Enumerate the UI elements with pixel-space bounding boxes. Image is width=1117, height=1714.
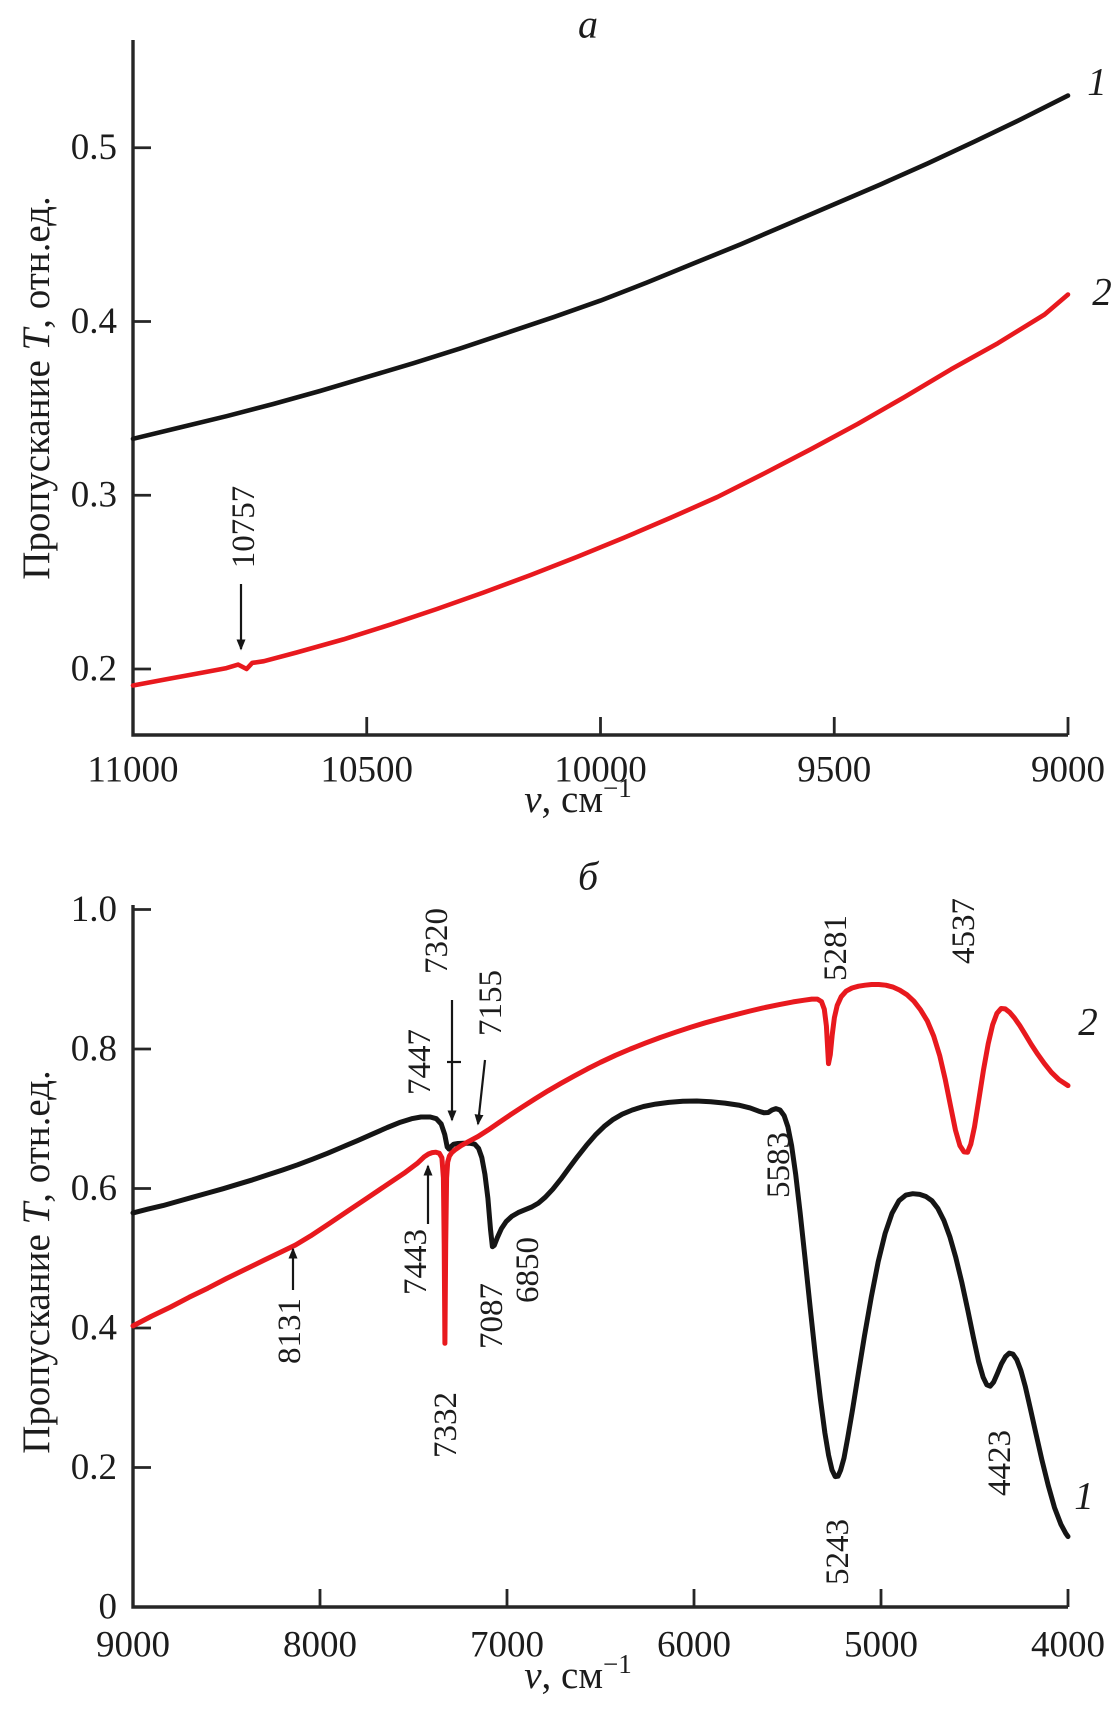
curve-1 xyxy=(130,1098,1071,1540)
panel-b: 0 0.2 0.4 0.6 0.8 1.0 9000 8000 7000 6000 5000 4000… xyxy=(15,854,1106,1698)
annotation-7332: 7332 xyxy=(428,1392,464,1458)
x-tick-label: 5000 xyxy=(844,1625,918,1666)
y-tick-label: 0.2 xyxy=(71,1447,117,1488)
curve-label-2: 2 xyxy=(1092,271,1112,314)
annotation-4537: 4537 xyxy=(946,898,982,964)
panel-title-b: б xyxy=(578,854,600,899)
x-tick-label: 6000 xyxy=(657,1625,731,1666)
curve-2 xyxy=(130,982,1071,1346)
y-tick-label: 0.5 xyxy=(71,127,117,168)
annotation-7447: 7447 xyxy=(402,1029,438,1095)
annotation-arrow xyxy=(474,1059,487,1126)
x-tick-label: 8000 xyxy=(283,1625,357,1666)
x-axis-label: ν, см−1 xyxy=(524,773,632,821)
y-tick-label: 0.4 xyxy=(71,1307,117,1348)
curve-label-2: 2 xyxy=(1078,1001,1098,1044)
axes-lines xyxy=(131,40,1068,737)
curve-label-1: 1 xyxy=(1074,1475,1094,1518)
annotation-5583: 5583 xyxy=(761,1132,797,1198)
y-axis-label: Пропускание T, отн.ед. xyxy=(15,196,58,580)
y-axis-label: Пропускание T, отн.ед. xyxy=(15,1070,58,1454)
annotation-8131: 8131 xyxy=(272,1298,308,1364)
curve-2 xyxy=(130,292,1071,688)
y-tick-label: 0 xyxy=(99,1587,118,1628)
curve-1 xyxy=(130,93,1071,442)
y-tick-label: 0.3 xyxy=(71,475,117,516)
x-tick-label: 10000 xyxy=(554,750,647,791)
annotation-4423: 4423 xyxy=(982,1430,1018,1496)
panel-title-a: a xyxy=(578,2,598,47)
annotation-5243: 5243 xyxy=(820,1519,856,1585)
y-tick-label: 0.4 xyxy=(71,301,117,342)
x-tick-label: 9500 xyxy=(797,750,871,791)
x-axis-label: ν, см−1 xyxy=(524,1649,632,1697)
annotation-7443: 7443 xyxy=(398,1229,434,1295)
x-tick-label: 11000 xyxy=(87,750,178,791)
x-tick-label: 10500 xyxy=(321,750,414,791)
panel-a: 0.2 0.3 0.4 0.5 11000 10500 10000 9500 9000 1 2 107… xyxy=(15,2,1112,822)
annotation-7155: 7155 xyxy=(473,970,509,1036)
annotation-5281: 5281 xyxy=(818,915,854,981)
y-tick-label: 0.8 xyxy=(71,1028,117,1069)
y-tick-label: 1.0 xyxy=(71,889,117,930)
annotation-6850: 6850 xyxy=(510,1237,546,1303)
x-tick-label: 7000 xyxy=(470,1625,544,1666)
y-tick-label: 0.6 xyxy=(71,1168,117,1209)
annotation-7320: 7320 xyxy=(419,908,455,974)
y-tick-label: 0.2 xyxy=(71,648,117,689)
curve-label-1: 1 xyxy=(1087,61,1107,104)
x-tick-label: 4000 xyxy=(1031,1625,1105,1666)
axes-lines xyxy=(131,905,1068,1609)
annotation-10757: 10757 xyxy=(226,486,262,569)
annotation-7087: 7087 xyxy=(474,1283,510,1349)
x-tick-label: 9000 xyxy=(1031,750,1105,791)
x-tick-label: 9000 xyxy=(96,1625,170,1666)
